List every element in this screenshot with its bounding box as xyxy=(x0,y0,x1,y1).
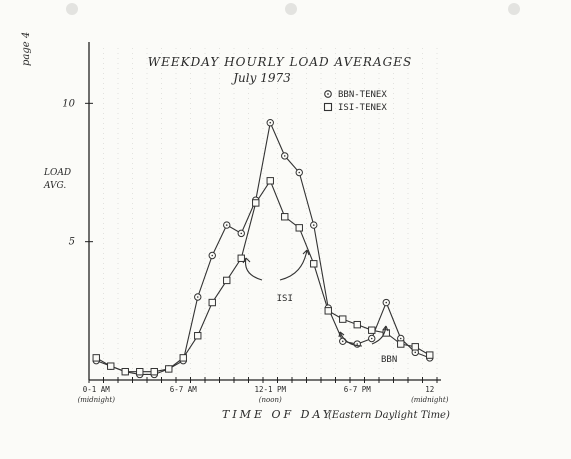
data-point-isi xyxy=(411,343,419,351)
data-point-isi xyxy=(382,329,390,337)
legend-marker-bbn xyxy=(324,90,332,98)
annotation-arrows xyxy=(242,249,389,347)
data-point-isi xyxy=(237,254,245,262)
page-label: page 4 xyxy=(21,32,32,66)
data-point-isi xyxy=(92,354,100,362)
x-tick-sublabel: (midnight) xyxy=(78,396,116,404)
isi-arrow-left xyxy=(244,257,263,281)
chart-subtitle: July 1973 xyxy=(230,71,291,85)
data-point-bbn-dot xyxy=(269,121,272,124)
annotations: ISI BBN xyxy=(277,294,398,365)
legend-marker-isi xyxy=(323,102,333,112)
data-point-bbn-dot xyxy=(283,155,286,157)
data-point-isi xyxy=(136,368,144,376)
x-tick-label: 6-7 PM xyxy=(344,385,372,394)
data-point-isi xyxy=(165,365,173,373)
data-point-isi xyxy=(223,276,231,285)
data-point-bbn-dot xyxy=(312,224,315,226)
binder-hole-left xyxy=(66,3,78,15)
series-markers xyxy=(92,119,434,379)
data-point-bbn-dot xyxy=(240,232,243,235)
axes xyxy=(85,42,441,383)
tick-labels: 5 10 0-1 AM (midnight) 6-7 AM 12-1 PM (noon) 6-… xyxy=(62,98,448,404)
data-point-bbn-dot xyxy=(341,340,344,343)
data-point-isi xyxy=(194,332,202,340)
data-point-isi xyxy=(368,326,376,334)
data-point-isi xyxy=(397,340,405,348)
data-point-isi xyxy=(208,298,216,307)
y-tick-label: 5 xyxy=(69,237,75,248)
data-point-isi xyxy=(324,307,332,315)
data-point-isi xyxy=(353,320,361,329)
isi-arrow-right xyxy=(279,249,308,281)
annotation-label: ISI xyxy=(277,294,293,304)
data-point-bbn-dot xyxy=(414,351,417,354)
annotation-label: BBN xyxy=(381,355,397,365)
x-tick-sublabel: (noon) xyxy=(259,396,282,404)
x-tick-label: 6-7 AM xyxy=(170,385,198,394)
data-point-isi xyxy=(121,368,129,376)
y-axis-label-line2: AVG. xyxy=(43,181,66,191)
grid xyxy=(88,48,438,380)
data-point-isi xyxy=(252,199,260,207)
data-point-bbn-dot xyxy=(298,171,301,174)
bbn-arrow-right xyxy=(371,325,387,345)
x-tick-label: 12 xyxy=(425,385,434,394)
y-axis-label-line1: LOAD xyxy=(43,168,71,178)
data-point-isi xyxy=(179,354,187,362)
x-tick-label: 0-1 AM xyxy=(83,385,111,394)
y-tick-label: 10 xyxy=(62,98,75,109)
data-point-isi xyxy=(266,177,274,185)
data-point-isi xyxy=(426,351,434,359)
data-point-bbn-dot xyxy=(196,296,199,298)
chart-title: WEEKDAY HOURLY LOAD AVERAGES xyxy=(148,55,412,69)
binder-hole-right xyxy=(508,3,520,15)
x-axis-label-note: (Eastern Daylight Time) xyxy=(328,410,450,421)
data-point-isi xyxy=(150,368,158,376)
legend-label-bbn: BBN-TENEX xyxy=(338,90,387,100)
binder-hole-center xyxy=(285,3,297,15)
data-point-isi xyxy=(281,213,289,221)
x-tick-label: 12-1 PM xyxy=(254,385,286,394)
data-point-bbn-dot xyxy=(385,301,388,304)
legend: BBN-TENEX ISI-TENEX xyxy=(323,90,387,113)
data-point-isi xyxy=(339,315,347,323)
data-point-bbn-dot xyxy=(211,254,214,257)
data-point-bbn-dot xyxy=(399,337,402,340)
data-point-isi xyxy=(310,260,318,268)
x-axis-label: TIME OF DAY xyxy=(222,408,333,421)
data-point-bbn-dot xyxy=(225,224,228,226)
bbn-arrow-left xyxy=(339,331,363,347)
data-point-isi xyxy=(107,362,115,370)
data-point-bbn-dot xyxy=(370,337,373,340)
legend-label-isi: ISI-TENEX xyxy=(338,103,387,113)
data-point-isi xyxy=(295,224,303,232)
data-point-bbn-dot xyxy=(356,343,359,345)
x-tick-sublabel: (midnight) xyxy=(411,396,449,404)
